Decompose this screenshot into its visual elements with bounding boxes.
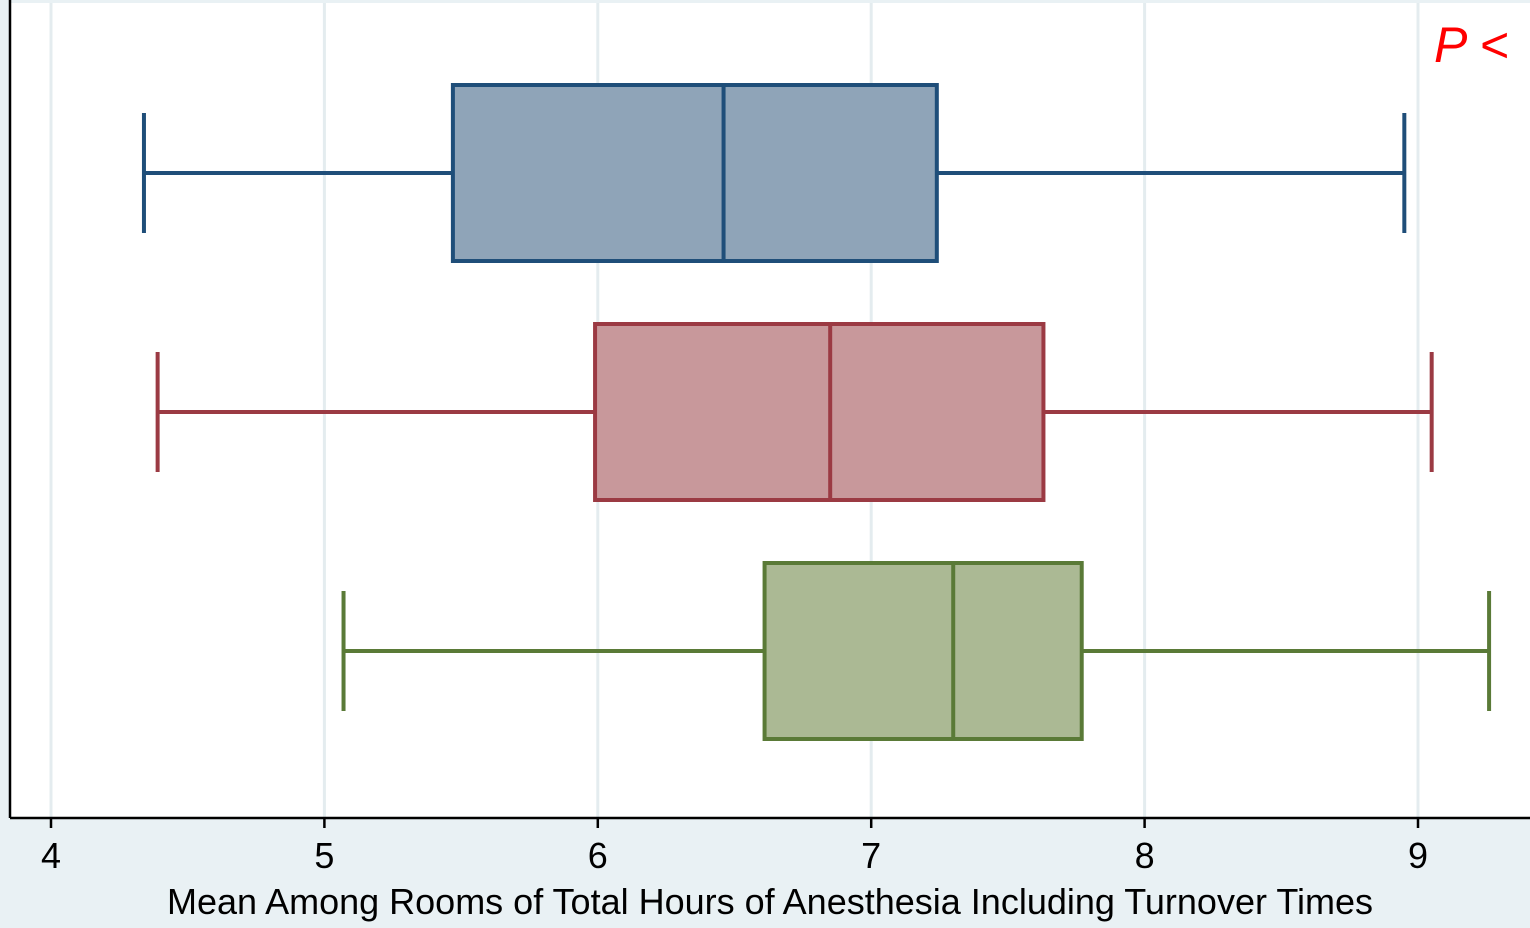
x-tick-label: 5 bbox=[314, 835, 334, 876]
p-value-annotation: P < bbox=[1434, 17, 1509, 73]
x-axis-ticks: 4 5 6 7 8 9 bbox=[41, 818, 1428, 876]
x-tick-label: 9 bbox=[1408, 835, 1428, 876]
iqr-box bbox=[762, 561, 1084, 741]
box-group bbox=[155, 322, 1434, 502]
iqr-box bbox=[593, 322, 1046, 502]
box-group bbox=[141, 83, 1407, 263]
iqr-box bbox=[450, 83, 939, 263]
boxes-layer bbox=[141, 83, 1492, 741]
x-tick-label: 7 bbox=[861, 835, 881, 876]
x-axis-label: Mean Among Rooms of Total Hours of Anest… bbox=[167, 881, 1373, 922]
x-tick-label: 4 bbox=[41, 835, 61, 876]
x-tick-label: 8 bbox=[1135, 835, 1155, 876]
box-group bbox=[341, 561, 1492, 741]
x-tick-label: 6 bbox=[588, 835, 608, 876]
